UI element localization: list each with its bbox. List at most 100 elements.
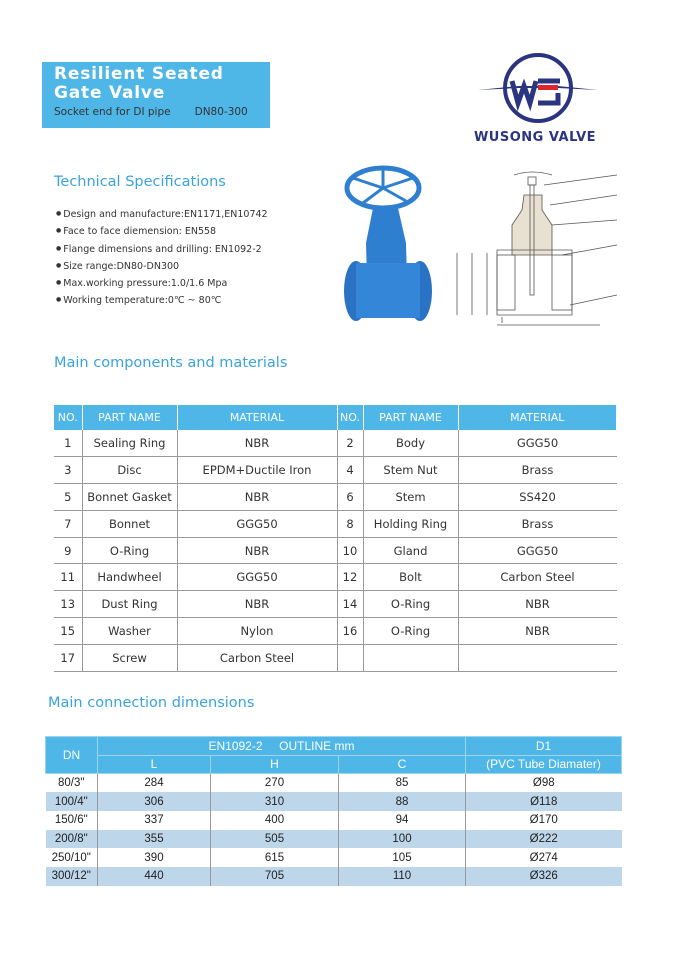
table-row: 13 Dust Ring NBR 14 O-Ring NBR bbox=[54, 590, 617, 619]
table-cell: 14 bbox=[336, 590, 364, 619]
company-logo bbox=[478, 53, 598, 123]
table-cell: 4 bbox=[336, 456, 364, 485]
specs-heading: Technical Specifications bbox=[54, 174, 226, 190]
table-cell: 250/10" bbox=[51, 851, 91, 864]
valve-photo bbox=[344, 165, 432, 321]
title-banner: Resilient Seated Gate Valve Socket end fo… bbox=[42, 62, 270, 128]
table-cell: 440 bbox=[97, 866, 211, 886]
table-row: 100/4" 306 310 88 Ø118 bbox=[45, 792, 622, 811]
spec-item: Size range:DN80-DN300 bbox=[56, 258, 268, 275]
table-cell: 110 bbox=[338, 866, 466, 886]
table-cell: 8 bbox=[336, 510, 364, 538]
table-row: 250/10" 390 615 105 Ø274 bbox=[46, 848, 622, 867]
table-row: 3 Disc EPDM+Ductile Iron 4 Stem Nut Brass bbox=[54, 456, 617, 485]
table-cell: GGG50 bbox=[457, 430, 617, 458]
dimensions-heading: Main connection dimensions bbox=[48, 695, 255, 711]
table-cell: 310 bbox=[210, 792, 339, 811]
table-row: 1 Sealing Ring NBR 2 Body GGG50 bbox=[54, 430, 617, 458]
table-cell: 12 bbox=[336, 563, 364, 592]
table-cell: Ø326 bbox=[465, 866, 622, 886]
components-heading: Main components and materials bbox=[54, 355, 288, 371]
size-range: DN80-300 bbox=[194, 106, 248, 118]
table-cell: Nylon bbox=[176, 617, 338, 645]
table-cell: 94 bbox=[338, 810, 466, 830]
table-cell: 615 bbox=[210, 848, 339, 867]
table-cell: 88 bbox=[338, 792, 466, 811]
table-cell: 100 bbox=[338, 829, 466, 849]
table-cell: Gland bbox=[362, 537, 459, 565]
valve-section-drawing bbox=[452, 171, 618, 335]
table-cell: Brass bbox=[457, 510, 617, 538]
table-cell: 10 bbox=[336, 537, 364, 565]
table-cell: Brass bbox=[457, 456, 617, 485]
table-row: 9 O-Ring NBR 10 Gland GGG50 bbox=[54, 537, 617, 565]
table-cell: 85 bbox=[338, 773, 466, 793]
col-header: MATERIAL bbox=[458, 405, 617, 430]
table-cell: 505 bbox=[210, 829, 339, 849]
table-cell: Ø274 bbox=[465, 848, 622, 867]
table-cell: Dust Ring bbox=[81, 590, 178, 619]
table-cell: 5 bbox=[54, 483, 83, 511]
table-cell: 6 bbox=[336, 483, 364, 511]
table-cell: NBR bbox=[176, 483, 338, 511]
table-cell: 390 bbox=[97, 848, 211, 867]
table-cell bbox=[362, 644, 459, 672]
table-cell: 11 bbox=[54, 563, 83, 592]
table-cell: NBR bbox=[176, 590, 338, 619]
table-cell: 15 bbox=[54, 617, 83, 645]
subtitle: Socket end for DI pipe bbox=[54, 106, 171, 118]
table-cell: Stem Nut bbox=[362, 456, 459, 485]
dimensions-table: DN EN1092-2 OUTLINE mm D1 L H C (PVC Tub… bbox=[45, 736, 622, 886]
table-row: 5 Bonnet Gasket NBR 6 Stem SS420 bbox=[54, 483, 617, 511]
table-cell: 306 bbox=[97, 792, 211, 811]
table-cell: 3 bbox=[54, 456, 83, 485]
col-header-c: C bbox=[338, 754, 466, 774]
table-cell: Bonnet bbox=[81, 510, 178, 538]
table-row: 17 Screw Carbon Steel bbox=[54, 644, 617, 672]
table-cell: 200/8" bbox=[45, 829, 98, 849]
spec-item: Design and manufacture:EN1171,EN10742 bbox=[56, 206, 267, 223]
table-cell: 9 bbox=[54, 537, 83, 565]
table-cell: GGG50 bbox=[176, 563, 338, 592]
table-cell: 150/6" bbox=[54, 814, 88, 827]
table-cell: Ø170 bbox=[465, 810, 622, 830]
table-cell: 17 bbox=[54, 644, 83, 672]
table-cell: 105 bbox=[338, 848, 466, 867]
table-cell: Holding Ring bbox=[362, 510, 459, 538]
table-cell bbox=[336, 644, 364, 672]
table-cell: GGG50 bbox=[457, 537, 617, 565]
table-cell: 100/4" bbox=[45, 792, 98, 811]
table-cell: Disc bbox=[81, 456, 178, 485]
title-line-1: Resilient Seated bbox=[54, 64, 224, 84]
table-cell: 300/12" bbox=[45, 866, 98, 886]
table-cell: 705 bbox=[210, 866, 339, 886]
table-header-row: NO. PART NAME MATERIAL NO. PART NAME MATERIAL bbox=[54, 405, 617, 430]
spec-item: Flange dimensions and drilling: EN1092-2 bbox=[56, 241, 268, 258]
table-cell: 400 bbox=[210, 810, 339, 830]
d1-subheader: (PVC Tube Diamater) bbox=[465, 754, 622, 774]
table-cell: O-Ring bbox=[81, 537, 178, 565]
outline-header: EN1092-2 OUTLINE mm bbox=[97, 736, 466, 756]
col-header-h: H bbox=[210, 754, 339, 774]
table-cell: Handwheel bbox=[81, 563, 178, 592]
table-cell: Washer bbox=[81, 617, 178, 645]
table-cell: NBR bbox=[176, 537, 338, 565]
table-cell: Ø118 bbox=[465, 792, 622, 811]
col-header: PART NAME bbox=[363, 405, 459, 430]
table-cell: EPDM+Ductile Iron bbox=[176, 456, 338, 485]
table-cell: 337 bbox=[97, 810, 211, 830]
table-cell: Bonnet Gasket bbox=[81, 483, 178, 511]
col-header: PART NAME bbox=[82, 405, 178, 430]
d1-header: D1 bbox=[465, 736, 622, 756]
table-cell bbox=[457, 644, 617, 672]
table-cell: 80/3" bbox=[58, 777, 85, 790]
table-cell: 7 bbox=[54, 510, 83, 538]
table-cell: GGG50 bbox=[176, 510, 338, 538]
table-cell: Body bbox=[362, 430, 459, 458]
table-cell: O-Ring bbox=[362, 617, 459, 645]
table-row: 300/12" 440 705 110 Ø326 bbox=[45, 866, 622, 886]
table-cell: Carbon Steel bbox=[176, 644, 338, 672]
title-line-2: Gate Valve bbox=[54, 83, 166, 103]
table-cell: O-Ring bbox=[362, 590, 459, 619]
table-cell: Ø222 bbox=[465, 829, 622, 849]
